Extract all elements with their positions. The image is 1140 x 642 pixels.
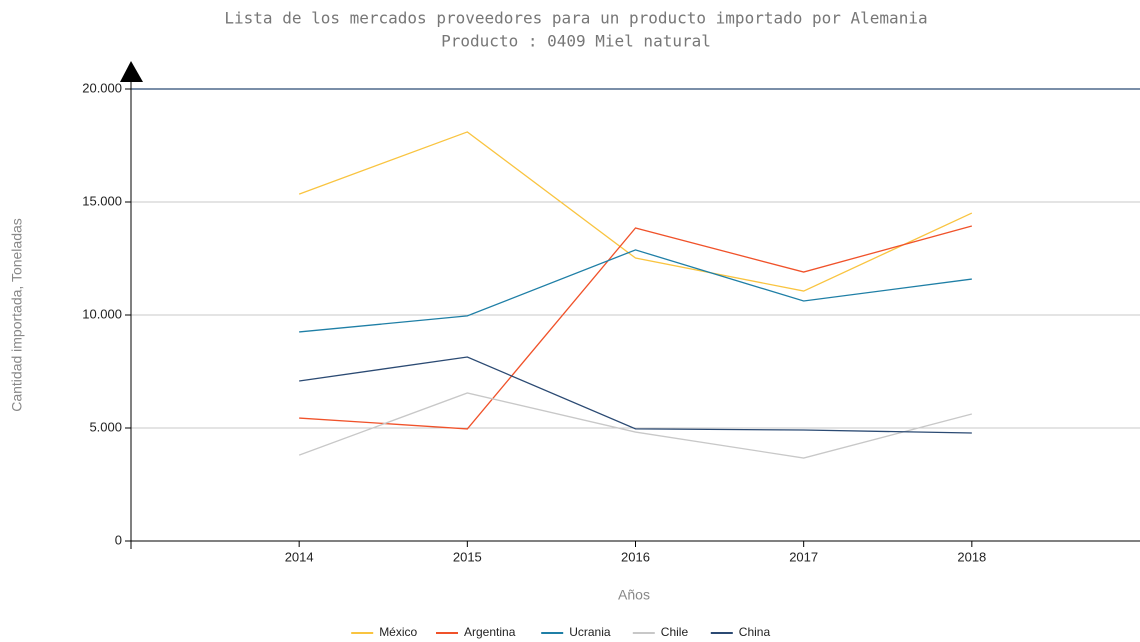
y-tick-label: 20.000 <box>82 80 122 95</box>
series-line <box>298 131 973 292</box>
x-tick-label: 2016 <box>621 549 650 564</box>
legend-label: México <box>379 625 417 639</box>
x-tick-label: 2017 <box>789 549 818 564</box>
legend-label: Ucrania <box>569 625 611 639</box>
chart-title: Lista de los mercados proveedores para u… <box>224 9 927 28</box>
series-line <box>299 356 972 434</box>
legend-label: Argentina <box>464 625 516 639</box>
legend-label: Chile <box>661 625 689 639</box>
x-tick-label: 2015 <box>453 549 482 564</box>
x-tick-label: 2018 <box>957 549 986 564</box>
x-tick-label: 2014 <box>285 549 314 564</box>
y-tick-label: 5.000 <box>89 419 122 434</box>
series-line <box>299 249 972 333</box>
chart-subtitle: Producto : 0409 Miel natural <box>441 32 711 51</box>
y-tick-label: 10.000 <box>82 306 122 321</box>
y-tick-label: 15.000 <box>82 193 122 208</box>
series-line <box>299 225 973 430</box>
y-tick-label: 0 <box>115 532 122 547</box>
series-line <box>298 392 972 459</box>
y-axis-label: Cantidad importada, Toneladas <box>9 218 25 412</box>
legend-label: China <box>739 625 771 639</box>
x-axis-label: Años <box>618 587 650 603</box>
axis-arrow <box>120 61 143 82</box>
